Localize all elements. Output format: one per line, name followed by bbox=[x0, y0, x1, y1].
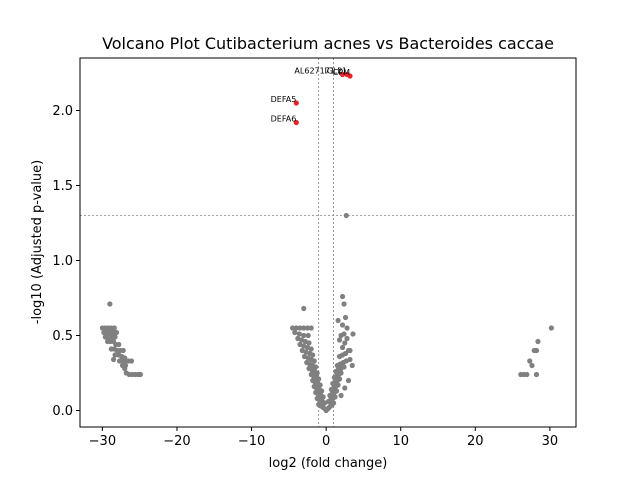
data-point bbox=[104, 329, 110, 336]
data-point bbox=[339, 322, 346, 328]
plot-area bbox=[80, 58, 576, 427]
significant-point bbox=[347, 73, 353, 79]
x-tick-label: 30 bbox=[542, 434, 559, 449]
data-point bbox=[301, 305, 307, 312]
chart-title: Volcano Plot Cutibacterium acnes vs Bact… bbox=[102, 34, 554, 53]
data-points bbox=[99, 212, 554, 414]
data-point bbox=[122, 365, 128, 372]
data-point bbox=[112, 334, 118, 340]
data-point bbox=[350, 331, 356, 337]
x-tick-label: 20 bbox=[467, 434, 484, 449]
x-tick-label: −10 bbox=[238, 434, 265, 449]
significant-point bbox=[293, 119, 299, 126]
data-point bbox=[314, 370, 320, 376]
data-point bbox=[320, 394, 326, 400]
y-tick-label: 1.5 bbox=[52, 179, 73, 194]
data-point bbox=[306, 340, 312, 346]
data-point bbox=[310, 352, 316, 358]
data-point bbox=[311, 358, 317, 364]
data-point bbox=[316, 376, 322, 382]
data-point bbox=[349, 362, 355, 369]
data-point bbox=[342, 340, 348, 346]
data-point bbox=[335, 317, 341, 324]
y-tick-label: 2.0 bbox=[52, 104, 73, 119]
data-point bbox=[344, 335, 350, 342]
data-point bbox=[293, 325, 299, 331]
y-axis-label: -log10 (Adjusted p-value) bbox=[30, 160, 45, 324]
data-point bbox=[533, 347, 540, 354]
annotation-label: DEFA5 bbox=[271, 95, 297, 104]
data-point bbox=[113, 329, 120, 336]
x-tick-label: −20 bbox=[163, 434, 190, 449]
data-point bbox=[297, 325, 303, 331]
data-point bbox=[116, 341, 122, 348]
data-point bbox=[308, 346, 314, 352]
data-point bbox=[105, 334, 111, 340]
data-point bbox=[341, 301, 347, 307]
data-point bbox=[339, 344, 346, 351]
data-point bbox=[137, 371, 144, 378]
data-point bbox=[345, 377, 352, 384]
data-point bbox=[128, 358, 135, 364]
annotation-label: CPM bbox=[333, 68, 350, 77]
data-point bbox=[313, 364, 319, 370]
data-point bbox=[292, 329, 298, 336]
data-point bbox=[107, 301, 113, 307]
plot-frame bbox=[79, 57, 577, 428]
data-point bbox=[308, 325, 314, 331]
significant-point bbox=[293, 100, 299, 106]
data-point bbox=[110, 356, 117, 363]
data-point bbox=[342, 385, 348, 391]
data-point bbox=[343, 212, 349, 219]
data-point bbox=[347, 347, 353, 354]
data-point bbox=[527, 358, 533, 364]
data-point bbox=[336, 337, 343, 343]
data-point bbox=[304, 325, 311, 331]
data-point bbox=[319, 388, 325, 394]
data-point bbox=[341, 331, 347, 337]
significant-point bbox=[339, 71, 346, 78]
x-tick-label: 0 bbox=[322, 434, 330, 449]
data-point bbox=[548, 325, 554, 331]
y-tick-label: 1.0 bbox=[52, 254, 73, 269]
y-axis-ticks: 0.0 0.5 1.0 1.5 2.0 bbox=[52, 104, 80, 419]
data-point bbox=[120, 347, 126, 354]
data-point bbox=[339, 293, 346, 300]
data-point bbox=[342, 314, 349, 321]
data-point bbox=[533, 371, 540, 378]
x-tick-label: −30 bbox=[89, 434, 116, 449]
data-point bbox=[529, 362, 535, 369]
data-point bbox=[111, 325, 117, 331]
data-point bbox=[112, 352, 118, 358]
data-point bbox=[524, 371, 530, 378]
data-point bbox=[344, 325, 350, 331]
y-tick-label: 0.0 bbox=[52, 404, 73, 419]
data-point bbox=[301, 332, 307, 339]
annotation-label: AL627171.2 bbox=[294, 67, 342, 76]
data-point bbox=[535, 338, 541, 345]
data-point bbox=[347, 356, 353, 363]
threshold-lines bbox=[80, 58, 576, 427]
annotation-label: IGLL1 bbox=[324, 67, 347, 76]
annotation-label: DEFA6 bbox=[271, 115, 297, 124]
y-tick-label: 0.5 bbox=[52, 329, 73, 344]
x-axis-ticks: −30 −20 −10 0 10 20 30 bbox=[89, 427, 559, 449]
data-point bbox=[296, 331, 302, 337]
significant-points bbox=[293, 71, 353, 126]
data-point bbox=[338, 392, 344, 399]
data-point bbox=[341, 364, 347, 370]
data-point bbox=[305, 332, 311, 339]
x-axis-label: log2 (fold change) bbox=[269, 456, 388, 471]
x-tick-label: 10 bbox=[392, 434, 409, 449]
data-point bbox=[317, 382, 323, 388]
data-point bbox=[301, 325, 307, 331]
data-point bbox=[289, 325, 296, 331]
